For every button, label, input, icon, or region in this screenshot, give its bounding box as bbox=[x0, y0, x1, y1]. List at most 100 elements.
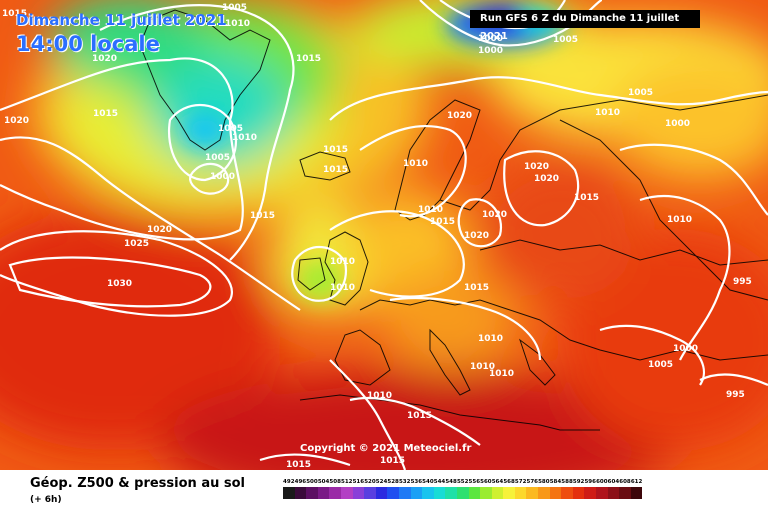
scale-swatch bbox=[433, 487, 446, 499]
scale-label: 536 bbox=[410, 479, 423, 485]
scale-step: 540 bbox=[422, 478, 434, 499]
isobar-label: 1015 bbox=[323, 145, 348, 155]
scale-step: 536 bbox=[410, 478, 423, 499]
forecast-date: Dimanche 11 juillet 2021 bbox=[16, 11, 227, 29]
scale-step: 548 bbox=[445, 478, 457, 499]
isobar-label: 1015 bbox=[2, 9, 27, 19]
scale-swatch bbox=[306, 487, 318, 499]
scale-step: 600 bbox=[596, 478, 608, 499]
isobar-label: 1010 bbox=[330, 257, 355, 267]
scale-swatch bbox=[572, 487, 585, 499]
scale-label: 532 bbox=[398, 479, 411, 485]
scale-swatch bbox=[294, 487, 307, 499]
isobar-label: 1010 bbox=[367, 391, 392, 401]
isobar-label: 1020 bbox=[534, 174, 559, 184]
scale-label: 504 bbox=[317, 479, 330, 485]
scale-swatch bbox=[596, 487, 608, 499]
isobar-label: 1010 bbox=[478, 334, 503, 344]
isobar-label: 1020 bbox=[482, 210, 507, 220]
scale-swatch bbox=[630, 487, 643, 499]
isobar-label: 1015 bbox=[250, 211, 275, 221]
copyright: Copyright © 2021 Meteociel.fr bbox=[300, 443, 472, 454]
isobar-label: 1010 bbox=[667, 215, 692, 225]
isobar-label: 1020 bbox=[447, 111, 472, 121]
scale-step: 568 bbox=[503, 478, 515, 499]
isobar-label: 1005 bbox=[553, 35, 578, 45]
scale-step: 532 bbox=[398, 478, 411, 499]
scale-step: 580 bbox=[538, 478, 550, 499]
scale-swatch bbox=[607, 487, 620, 499]
scale-label: 528 bbox=[387, 479, 399, 485]
scale-label: 584 bbox=[549, 479, 562, 485]
scale-step: 504 bbox=[317, 478, 330, 499]
isobar-label: 1000 bbox=[673, 344, 698, 354]
scale-label: 500 bbox=[306, 479, 318, 485]
scale-label: 496 bbox=[294, 479, 307, 485]
scale-step: 612 bbox=[630, 478, 643, 499]
scale-label: 568 bbox=[503, 479, 515, 485]
scale-label: 580 bbox=[538, 479, 550, 485]
scale-swatch bbox=[456, 487, 469, 499]
scale-step: 596 bbox=[584, 478, 597, 499]
scale-step: 572 bbox=[514, 478, 527, 499]
run-info: Run GFS 6 Z du Dimanche 11 juillet 2021 bbox=[470, 10, 700, 42]
scale-swatch bbox=[340, 487, 353, 499]
scale-swatch bbox=[410, 487, 423, 499]
scale-swatch bbox=[445, 487, 457, 499]
isobar-label: 1015 bbox=[323, 165, 348, 175]
scale-step: 500 bbox=[306, 478, 318, 499]
scale-step: 560 bbox=[480, 478, 492, 499]
scale-step: 492 bbox=[283, 478, 295, 499]
scale-swatch bbox=[549, 487, 562, 499]
geopotential-field bbox=[0, 0, 768, 470]
isobar-label: 1005 bbox=[628, 88, 653, 98]
scale-step: 584 bbox=[549, 478, 562, 499]
isobar-label: 1005 bbox=[648, 360, 673, 370]
scale-swatch bbox=[526, 487, 539, 499]
scale-swatch bbox=[375, 487, 388, 499]
scale-label: 544 bbox=[433, 479, 446, 485]
scale-label: 548 bbox=[445, 479, 457, 485]
isobar-label: 1015 bbox=[574, 193, 599, 203]
scale-label: 516 bbox=[352, 479, 365, 485]
isobar-label: 1010 bbox=[489, 369, 514, 379]
scale-step: 604 bbox=[607, 478, 620, 499]
isobar-label: 1010 bbox=[330, 283, 355, 293]
scale-swatch bbox=[352, 487, 365, 499]
isobar-label: 1020 bbox=[464, 231, 489, 241]
scale-swatch bbox=[584, 487, 597, 499]
scale-step: 528 bbox=[387, 478, 399, 499]
scale-label: 524 bbox=[375, 479, 388, 485]
isobar-label: 1020 bbox=[524, 162, 549, 172]
scale-step: 496 bbox=[294, 478, 307, 499]
scale-label: 596 bbox=[584, 479, 596, 485]
scale-swatch bbox=[364, 487, 376, 499]
scale-label: 552 bbox=[456, 479, 469, 485]
scale-swatch bbox=[480, 487, 492, 499]
isobar-label: 1015 bbox=[464, 283, 489, 293]
pressure-map: 1015 1005 1010 1020 1015 1020 1005 1010 … bbox=[0, 0, 768, 470]
scale-label: 508 bbox=[329, 479, 341, 485]
scale-swatch bbox=[561, 487, 573, 499]
isobar-label: 995 bbox=[726, 390, 745, 400]
scale-label: 556 bbox=[468, 479, 481, 485]
scale-label: 604 bbox=[607, 479, 620, 485]
isobar-label: 1010 bbox=[403, 159, 428, 169]
legend-bar: Géop. Z500 & pression au sol (+ 6h) 492 4… bbox=[0, 470, 768, 512]
isobar-label: 1020 bbox=[92, 54, 117, 64]
scale-swatch bbox=[398, 487, 411, 499]
isobar-label: 1010 bbox=[225, 19, 250, 29]
legend-title: Géop. Z500 & pression au sol bbox=[30, 476, 245, 491]
scale-label: 612 bbox=[630, 479, 643, 485]
scale-step: 516 bbox=[352, 478, 365, 499]
isobar-label: 1025 bbox=[124, 239, 149, 249]
color-scale: 492 496 500 504 508 512 516 520 524 528 532 536 540 5… bbox=[283, 478, 643, 499]
isobar-labels: 1015 1005 1010 1020 1015 1020 1005 1010 … bbox=[2, 3, 752, 470]
isobar-label: 1015 bbox=[296, 54, 321, 64]
isobar-label: 1015 bbox=[286, 460, 311, 470]
scale-swatch bbox=[619, 487, 631, 499]
scale-step: 588 bbox=[561, 478, 573, 499]
isobar-label: 1000 bbox=[478, 46, 503, 56]
scale-swatch bbox=[317, 487, 330, 499]
